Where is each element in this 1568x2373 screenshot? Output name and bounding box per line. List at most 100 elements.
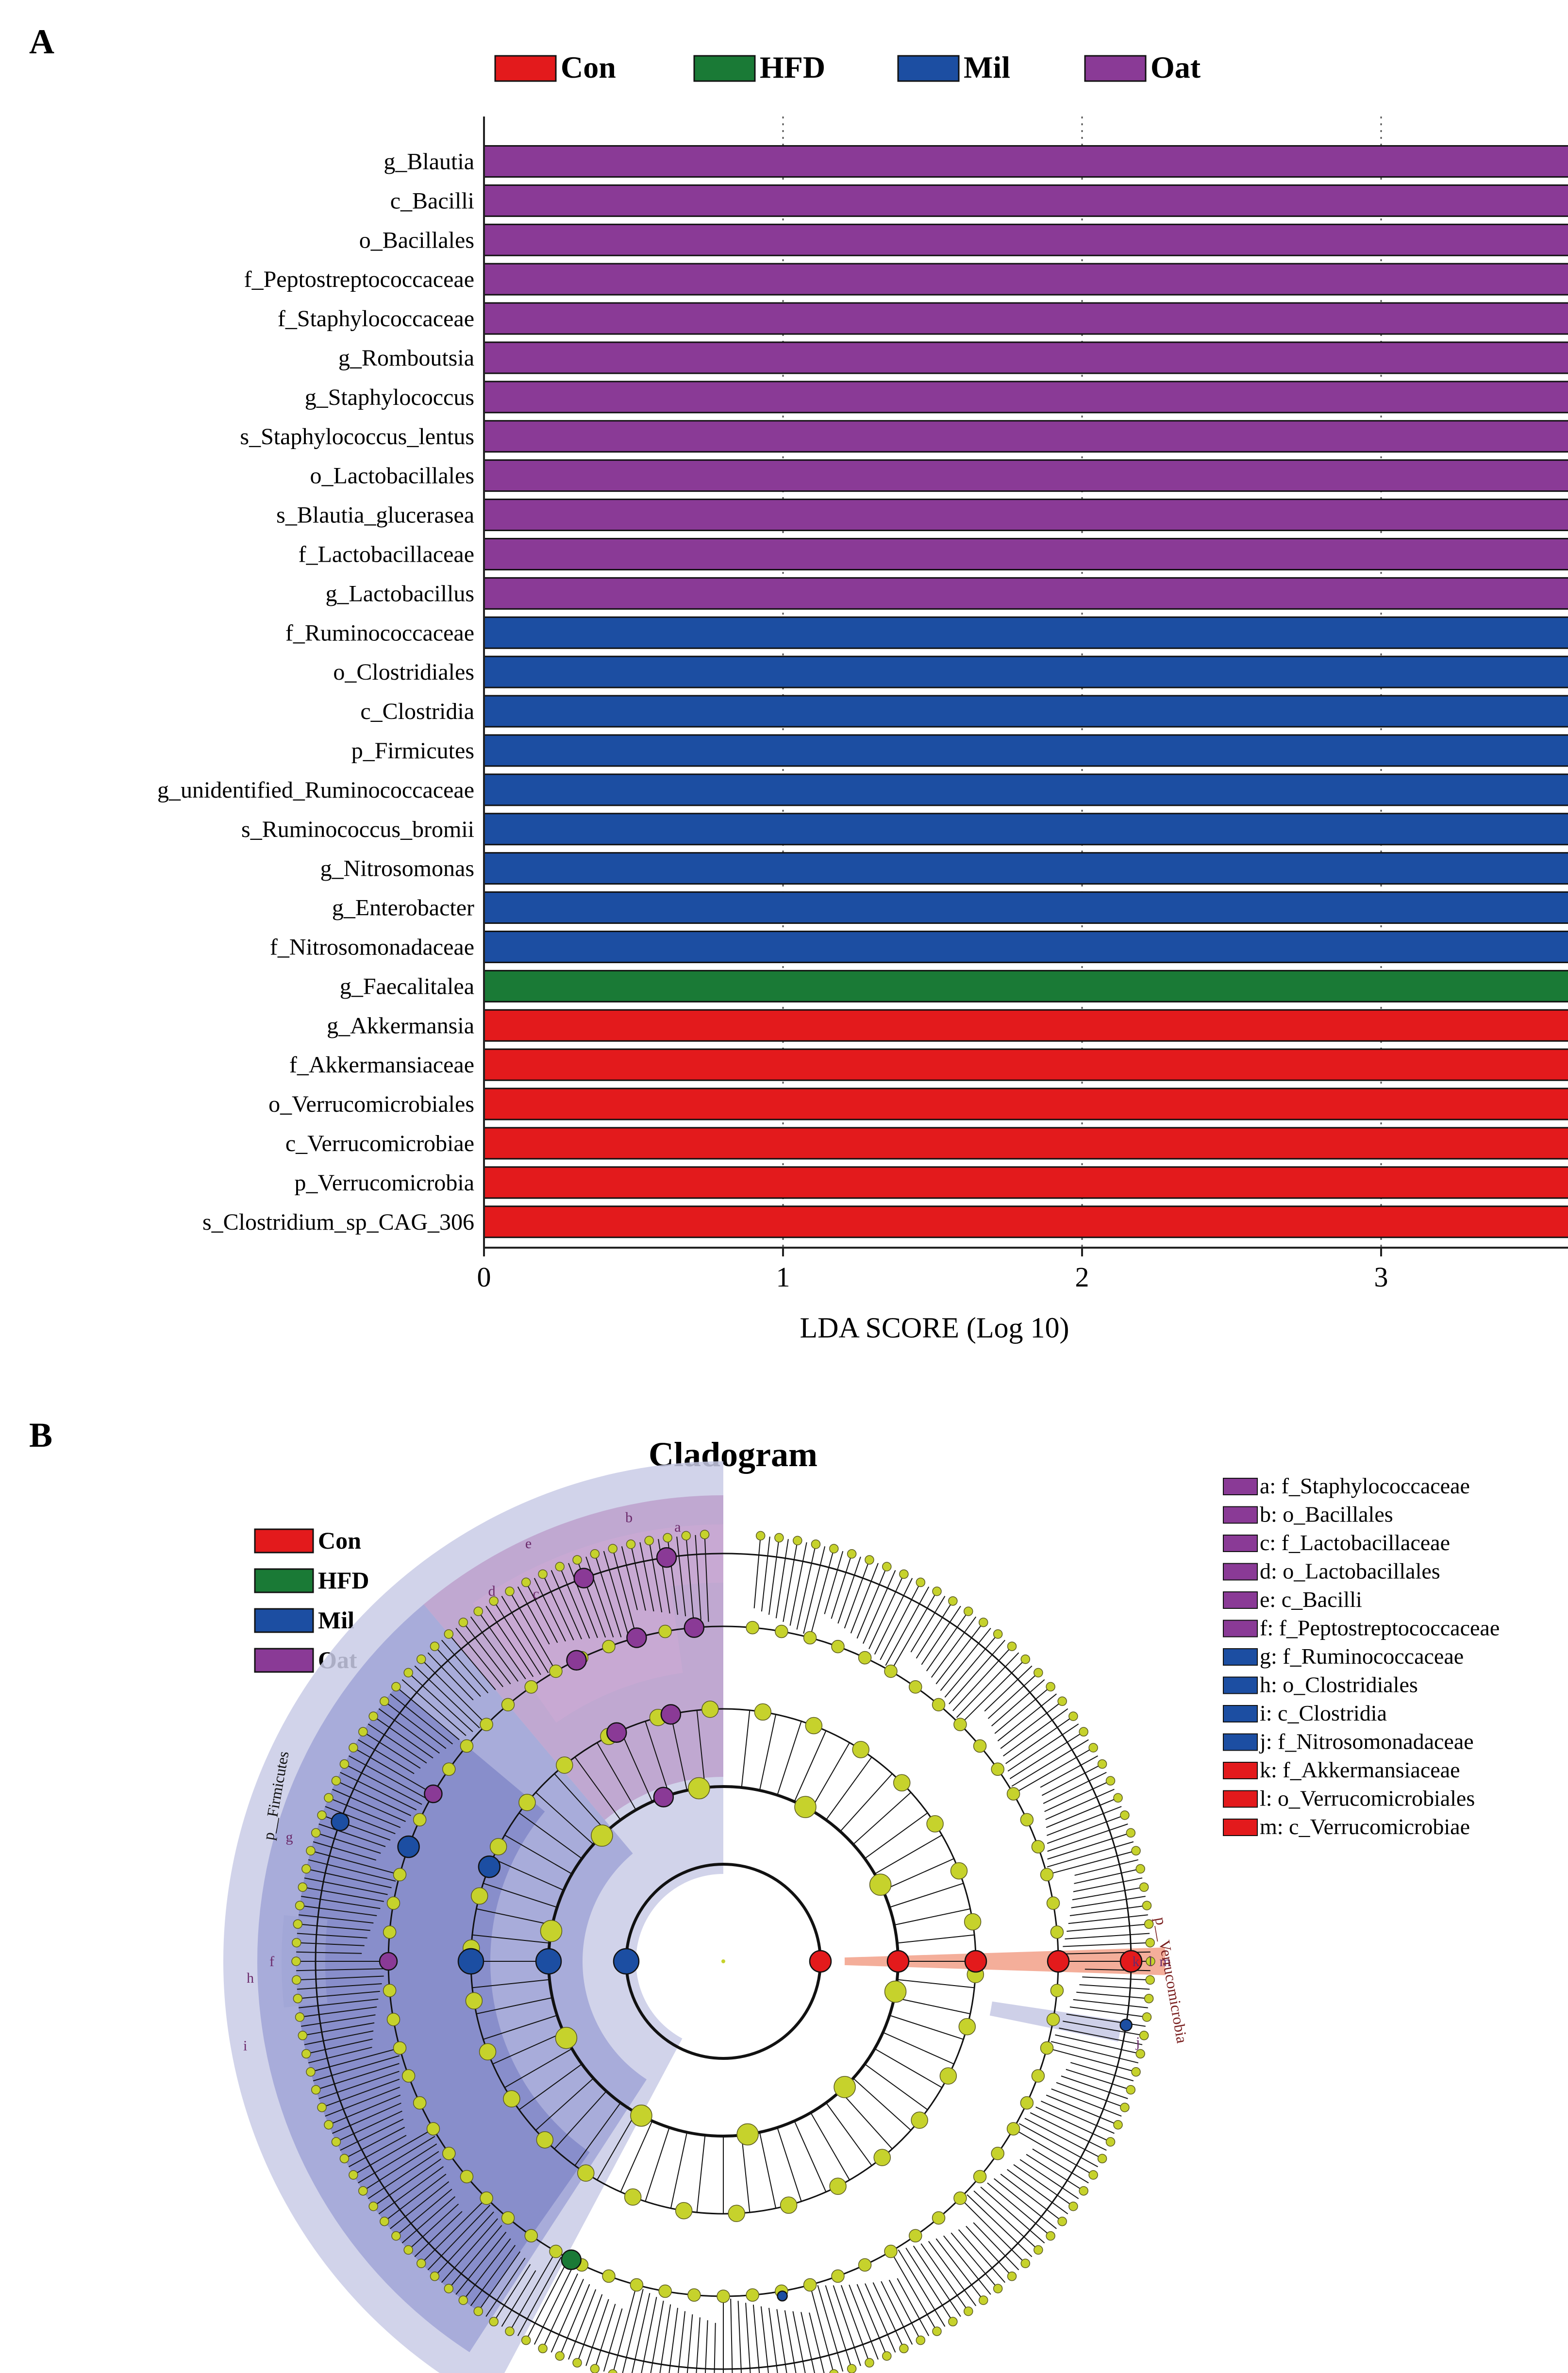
taxon-node (524, 2229, 538, 2242)
sector-letter-g: g (286, 1829, 293, 1845)
node-oat-bacilli-0 (653, 1787, 674, 1807)
bar-label-f-akkermansiaceae: f_Akkermansiaceae (289, 1052, 474, 1078)
leaf-branch (1047, 1823, 1128, 1852)
taxon-node (717, 2289, 730, 2303)
inner-branch (883, 2032, 954, 2065)
taxon-node (911, 2111, 928, 2129)
inner-branch (645, 2127, 670, 2202)
node-oat-bacilli-5 (684, 1617, 705, 1638)
key-swatch-e (1223, 1591, 1258, 1609)
taxon-node (501, 2211, 515, 2225)
taxon-node (444, 2284, 454, 2293)
leaf-branch (1005, 1716, 1074, 1764)
taxon-node (736, 2123, 759, 2146)
taxon-node (458, 2295, 468, 2305)
key-label-e: e: c_Bacilli (1260, 1587, 1362, 1612)
leaf-branch (1059, 2027, 1143, 2045)
leaf-branch (1084, 1969, 1151, 1972)
leaf-branch (1051, 2088, 1122, 2117)
leaf-branch (401, 1679, 467, 1736)
taxon-node (349, 2170, 358, 2180)
bar-label-c-verrucomicrobiae: c_Verrucomicrobiae (285, 1131, 474, 1156)
sector-letter-d: d (488, 1583, 496, 1599)
key-swatch-m (1223, 1819, 1258, 1836)
key-label-k: k: f_Akkermansiaceae (1260, 1757, 1460, 1782)
leaf-branch (1040, 1755, 1099, 1788)
sector-letter-b: b (625, 1509, 633, 1525)
taxon-node (973, 1739, 987, 1753)
leaf-branch (344, 1763, 422, 1805)
leaf-branch (299, 1914, 374, 1924)
leaf-branch (649, 1540, 663, 1613)
leaf-branch (897, 2278, 930, 2337)
leaf-branch (1046, 2094, 1118, 2125)
bar-label-g-staphylococcus: g_Staphylococcus (305, 384, 474, 410)
bar-label-o-clostridiales: o_Clostridiales (333, 659, 474, 685)
leaf-branch (296, 1951, 362, 1954)
inner-branch (889, 2015, 964, 2040)
taxon-node (480, 2191, 493, 2205)
taxon-node (899, 2343, 909, 2354)
leaf-branch (363, 2143, 437, 2191)
key-label-b: b: o_Bacillales (1260, 1502, 1393, 1527)
taxon-node (293, 1919, 303, 1929)
bar-c-clostridia (483, 695, 1568, 728)
leaf-branch (304, 2030, 374, 2045)
leaf-branch (612, 2285, 637, 2373)
leaf-branch (885, 1586, 930, 1666)
taxon-node (829, 2177, 847, 2195)
node-con-verrucomicrobia-2 (964, 1950, 987, 1973)
taxon-node (1142, 2012, 1152, 2022)
taxon-node (916, 2335, 926, 2345)
leaf-branch (568, 1563, 598, 1638)
leaf-branch (542, 2273, 578, 2349)
leaf-branch (1074, 1868, 1141, 1884)
leaf-branch (931, 1616, 977, 1678)
leaf-branch (396, 1686, 460, 1740)
leaf-branch (956, 1652, 1019, 1718)
leaf-branch (525, 1582, 558, 1643)
taxon-node (386, 1896, 400, 1910)
leaf-branch (745, 2303, 751, 2373)
taxon-node (663, 1533, 672, 1543)
bar-g-unidentified-ruminococcaceae (483, 773, 1568, 806)
leaf-branch (408, 1672, 473, 1732)
key-swatch-d (1223, 1563, 1258, 1581)
node-mil-nitrosomonadaceae (1119, 2019, 1133, 2032)
bar-label-o-bacillales: o_Bacillales (359, 227, 474, 253)
leaf-branch (783, 1540, 798, 1622)
leaf-branch (905, 2247, 953, 2322)
sector-letter-h: h (247, 1970, 254, 1986)
taxon-node (1020, 1654, 1031, 1664)
taxon-node (700, 1530, 710, 1539)
inner-branch (504, 2048, 572, 2088)
inner-branch (518, 1812, 583, 1859)
key-label-c: c: f_Lactobacillaceae (1260, 1530, 1450, 1555)
leaf-branch (340, 1771, 417, 1811)
leaf-branch (310, 2047, 400, 2072)
leaf-branch (685, 1536, 694, 1618)
taxon-node (1040, 1868, 1054, 1882)
leaf-branch (612, 1548, 637, 1638)
leaf-branch (421, 1659, 487, 1725)
leaf-branch (935, 2238, 984, 2301)
taxon-node (383, 1984, 397, 1997)
leaf-branch (935, 1622, 984, 1685)
leaf-branch (768, 2307, 778, 2373)
taxon-node (403, 2245, 413, 2255)
leaf-branch (960, 2198, 1026, 2264)
leaf-branch (313, 2055, 400, 2082)
taxon-node (480, 1718, 493, 1731)
taxon-node (805, 1717, 823, 1735)
leaf-branch (568, 2289, 597, 2360)
taxon-node (1050, 1984, 1064, 1997)
legend-swatch-oat (1084, 55, 1147, 82)
bar-g-akkermansia (483, 1009, 1568, 1042)
taxon-node (958, 2018, 976, 2036)
node-mil-clostridia-0 (613, 1948, 640, 1975)
taxon-node (413, 2096, 427, 2110)
leaf-branch (1082, 1976, 1151, 1981)
leaf-branch (1047, 1815, 1125, 1844)
taxon-node (470, 1887, 488, 1905)
taxon-node (311, 1828, 321, 1838)
